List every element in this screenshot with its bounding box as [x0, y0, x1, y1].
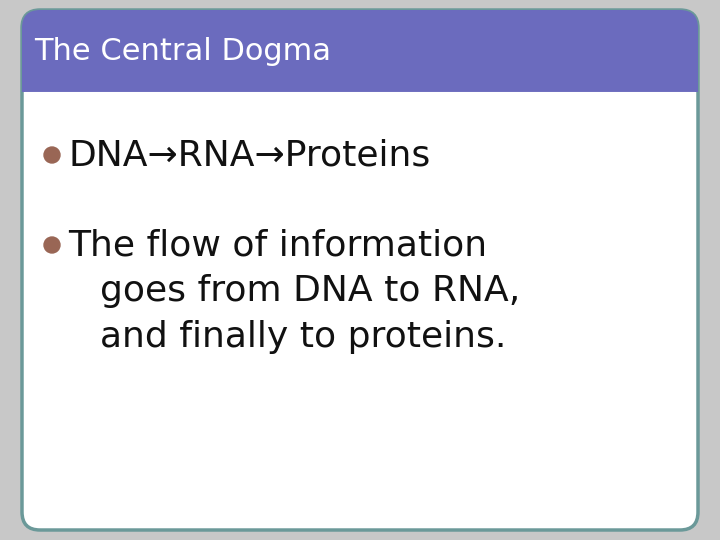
Text: goes from DNA to RNA,: goes from DNA to RNA,: [100, 274, 521, 308]
Circle shape: [44, 237, 60, 253]
Text: The Central Dogma: The Central Dogma: [34, 37, 331, 65]
Circle shape: [44, 147, 60, 163]
Bar: [22, 72, 698, 92]
Text: and finally to proteins.: and finally to proteins.: [100, 320, 506, 354]
Text: DNA→RNA→Proteins: DNA→RNA→Proteins: [68, 138, 431, 172]
FancyBboxPatch shape: [22, 10, 698, 530]
FancyBboxPatch shape: [22, 10, 698, 92]
Text: The flow of information: The flow of information: [68, 228, 487, 262]
